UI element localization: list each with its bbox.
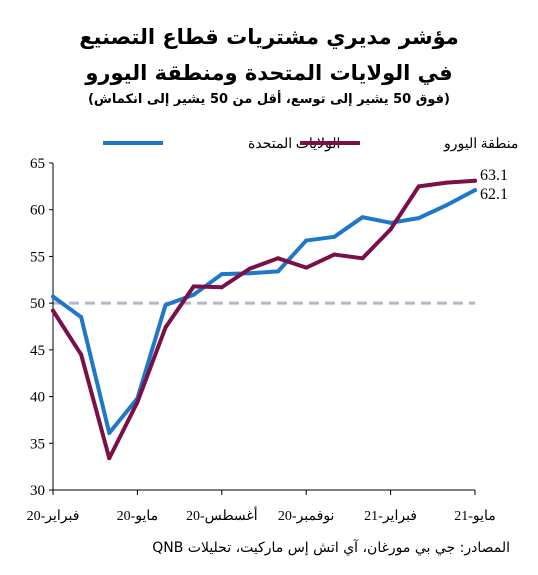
data-point-euro [473, 178, 477, 183]
chart-title-line1: مؤشر مديري مشتريات قطاع التصنيع [79, 25, 459, 49]
data-point-us [388, 220, 393, 225]
data-point-euro [304, 265, 309, 270]
data-point-us [107, 431, 112, 436]
y-tick-label: 55 [30, 249, 45, 265]
data-point-euro [247, 266, 252, 271]
x-tick-label: فبراير-21 [364, 509, 417, 524]
legend: الولايات المتحدة منطقة اليورو [103, 137, 518, 152]
y-tick-label: 35 [30, 436, 45, 452]
axes-group: 30 35 40 45 50 55 60 65 فبراير-20 مايو-20 أغسطس-20… [27, 156, 496, 524]
data-point-us [163, 303, 168, 308]
data-point-euro [107, 456, 112, 461]
data-point-us [332, 234, 337, 239]
data-point-us [247, 271, 252, 276]
y-tick-label: 65 [30, 156, 45, 172]
legend-label-euro: منطقة اليورو [443, 137, 518, 152]
chart-subtitle: (فوق 50 يشير إلى توسع، أقل من 50 يشير إل… [87, 92, 450, 107]
data-point-euro [444, 180, 449, 185]
data-point-euro [191, 284, 196, 289]
data-point-us [416, 216, 421, 221]
series-line-euro [51, 178, 477, 461]
x-tick-label: نوفمبر-20 [278, 509, 335, 524]
source-note: المصادر: جي بي مورغان، آي اتش إس ماركيت،… [152, 540, 510, 556]
data-point-us [219, 272, 224, 277]
data-point-us [51, 294, 55, 299]
series-line-us [51, 188, 477, 436]
data-point-us [79, 315, 84, 320]
data-point-euro [163, 325, 168, 330]
data-point-us [304, 238, 309, 243]
x-tick-label: مايو-21 [454, 509, 496, 524]
data-point-euro [360, 256, 365, 261]
data-point-euro [219, 285, 224, 290]
data-point-us [276, 269, 281, 274]
data-point-us [360, 215, 365, 220]
data-point-euro [276, 256, 281, 261]
series-group: 62.1 63.1 [51, 167, 508, 461]
y-tick-label: 45 [30, 343, 45, 359]
y-tick-label: 50 [30, 296, 45, 312]
data-point-euro [135, 400, 140, 405]
x-tick-label: فبراير-20 [27, 509, 80, 524]
chart-title-line2: في الولايات المتحدة ومنطقة اليورو [85, 61, 453, 85]
x-tick-label: مايو-20 [117, 509, 159, 524]
data-point-euro [332, 252, 337, 257]
data-point-us [191, 292, 196, 297]
data-point-us [444, 203, 449, 208]
data-point-us [473, 188, 477, 193]
end-label-us: 62.1 [480, 186, 508, 203]
data-point-euro [51, 308, 55, 313]
legend-label-us: الولايات المتحدة [248, 137, 340, 152]
y-tick-label: 40 [30, 390, 45, 406]
x-tick-label: أغسطس-20 [186, 505, 258, 524]
data-point-euro [79, 352, 84, 357]
end-label-euro: 63.1 [480, 167, 508, 184]
data-point-euro [388, 227, 393, 232]
y-tick-label: 30 [30, 483, 45, 499]
data-point-euro [416, 184, 421, 189]
y-tick-label: 60 [30, 203, 45, 219]
